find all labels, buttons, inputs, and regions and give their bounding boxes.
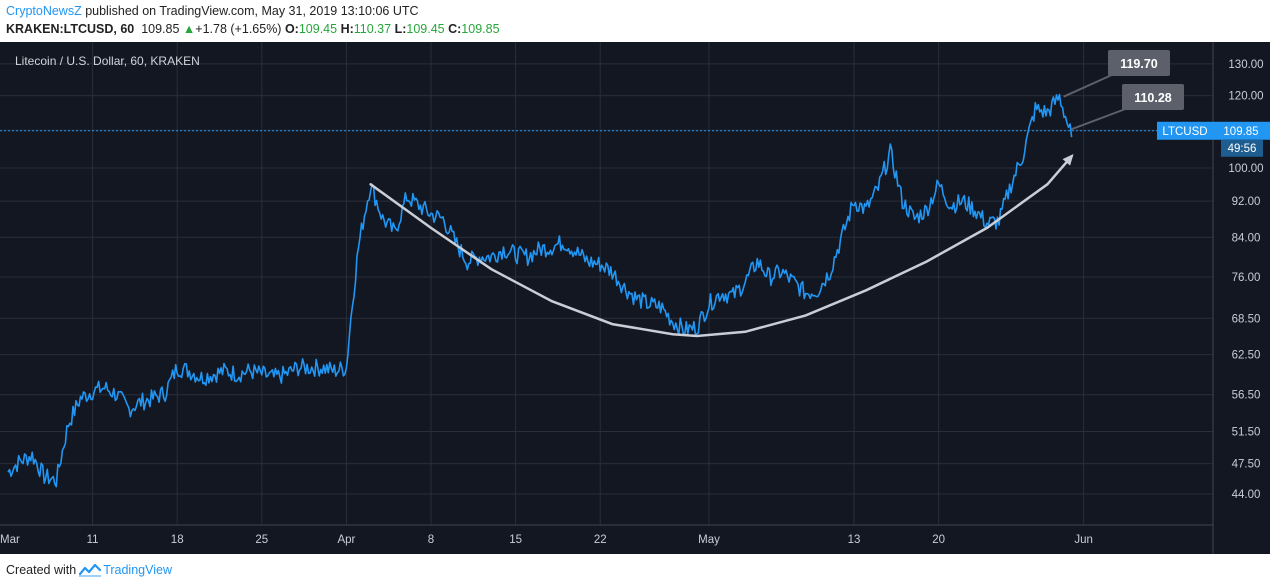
date-tick-label: 18 (171, 534, 184, 546)
callout-high-pointer (1063, 73, 1115, 98)
last-price-value: 109.85 (1223, 126, 1258, 138)
close-value: 109.85 (461, 22, 500, 36)
price-tick-label: 47.50 (1232, 459, 1261, 471)
price-tick-label: 120.00 (1228, 91, 1263, 103)
low-label: L: (394, 22, 407, 36)
ohlc-bar: KRAKEN:LTCUSD, 60 109.85 ▲+1.78 (+1.65%)… (6, 22, 500, 36)
callout-high-label: 119.70 (1120, 57, 1158, 71)
bar-countdown: 49:56 (1228, 143, 1257, 155)
date-tick-label: Mar (0, 534, 20, 546)
price-tick-label: 130.00 (1228, 59, 1263, 71)
high-label: H: (340, 22, 354, 36)
date-tick-label: 13 (848, 534, 861, 546)
tradingview-link[interactable]: TradingView (103, 563, 172, 577)
symbol-label: KRAKEN:LTCUSD, 60 (6, 22, 135, 36)
countdown-bg (1221, 139, 1263, 157)
open-value: 109.45 (298, 22, 338, 36)
high-value: 110.37 (353, 22, 392, 36)
price-tick-label: 56.50 (1232, 390, 1261, 402)
price-tick-label: 100.00 (1228, 163, 1263, 175)
callout-current-label: 110.28 (1134, 91, 1172, 105)
tradingview-logo-icon[interactable] (79, 563, 102, 577)
date-tick-label: 25 (255, 534, 268, 546)
low-value: 109.45 (406, 22, 445, 36)
price-change: +1.78 (+1.65%) (195, 22, 282, 36)
date-tick-label: Jun (1074, 534, 1093, 546)
callout-high-box (1108, 50, 1170, 76)
last-price-tag: LTCUSD 109.85 49:56 (1157, 121, 1270, 157)
price-callouts: 119.70 110.28 (1063, 50, 1184, 131)
date-tick-label: 22 (594, 534, 607, 546)
time-axis[interactable]: Mar 11 18 25 Apr 8 15 22 May 13 20 Jun (0, 534, 1093, 546)
date-tick-label: 15 (509, 534, 522, 546)
date-tick-label: 8 (428, 534, 434, 546)
callout-current-box (1122, 84, 1184, 110)
price-chart[interactable]: 130.00120.00110.00100.0092.0084.0076.006… (0, 42, 1270, 554)
created-with-text: Created with (6, 563, 77, 577)
date-tick-label: May (698, 534, 720, 546)
date-tick-label: 20 (932, 534, 945, 546)
publish-text: published on TradingView.com, May 31, 20… (85, 4, 419, 18)
price-tick-label: 51.50 (1232, 426, 1261, 438)
last-price: 109.85 (141, 22, 180, 36)
ticker-tag-label: LTCUSD (1162, 126, 1207, 138)
chart-grid (0, 42, 1213, 525)
date-tick-label: Apr (337, 534, 355, 546)
price-tick-label: 68.50 (1232, 313, 1261, 325)
price-tick-label: 92.00 (1232, 196, 1261, 208)
price-tick-label: 76.00 (1232, 272, 1261, 284)
footer: Created with TradingView (6, 563, 172, 577)
author-link[interactable]: CryptoNewsZ (6, 4, 82, 18)
up-arrow-icon: ▲ (182, 22, 196, 36)
price-tick-label: 44.00 (1232, 489, 1261, 501)
callout-current-pointer (1071, 107, 1129, 131)
open-label: O: (284, 22, 299, 36)
chart-title: Litecoin / U.S. Dollar, 60, KRAKEN (15, 54, 200, 68)
close-label: C: (448, 22, 462, 36)
last-price-tag-bg (1213, 121, 1270, 140)
price-tick-label: 84.00 (1232, 232, 1261, 244)
ltcusd-price-line (7, 93, 1073, 488)
date-tick-label: 11 (87, 534, 99, 546)
publish-info: CryptoNewsZ published on TradingView.com… (6, 4, 419, 18)
price-tick-label: 62.50 (1232, 350, 1261, 362)
ticker-tag-bg (1157, 121, 1213, 140)
curve-arrow-head-icon (1062, 154, 1074, 166)
cup-pattern-curve (369, 155, 1073, 338)
